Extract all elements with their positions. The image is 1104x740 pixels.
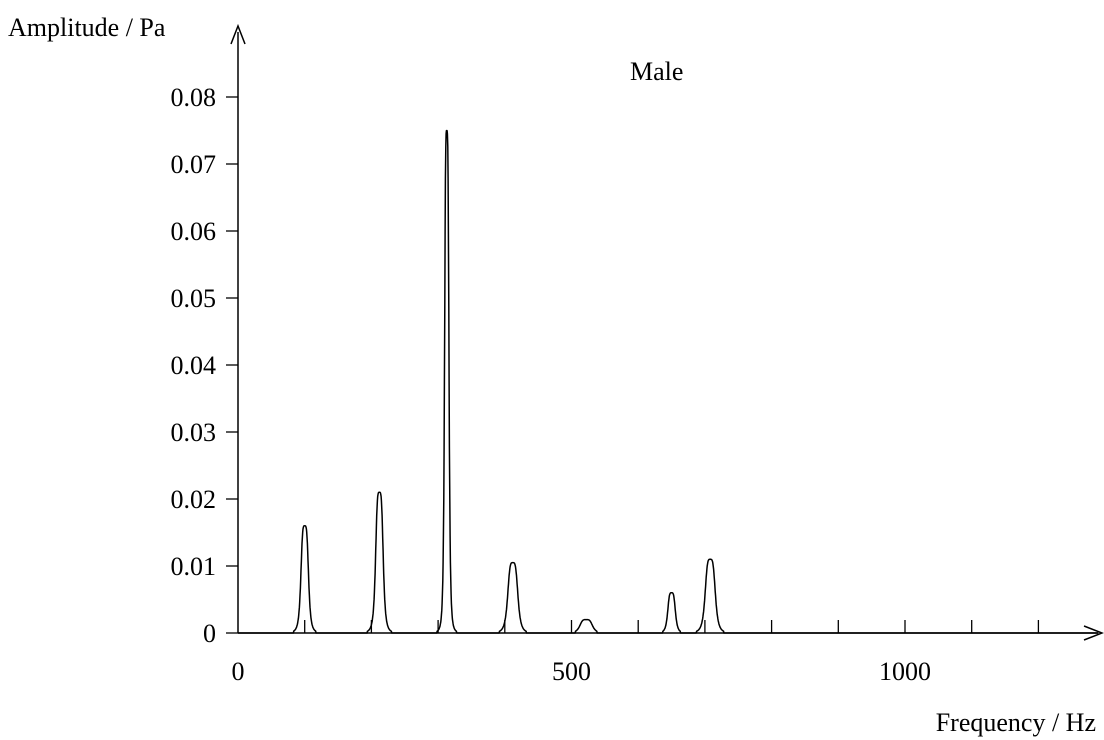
y-tick-label: 0.07: [171, 150, 217, 179]
y-tick-label: 0.06: [171, 217, 217, 246]
y-axis-label: Amplitude / Pa: [8, 13, 166, 42]
y-ticks: 0 0.01 0.02 0.03 0.04 0.05 0.06 0.07 0.08: [171, 83, 238, 648]
y-tick-label: 0.08: [171, 83, 217, 112]
x-axis-arrow: [1083, 625, 1104, 641]
x-tick-label: 1000: [879, 657, 931, 686]
y-tick-label: 0.03: [171, 418, 217, 447]
x-tick-label: 500: [552, 657, 591, 686]
y-tick-label: 0: [203, 619, 216, 648]
y-axis-arrow: [230, 23, 246, 45]
spectrum-line: [237, 129, 1099, 634]
spectrum-curve-layer: [237, 129, 1099, 634]
y-tick-label: 0.05: [171, 284, 217, 313]
y-tick-label: 0.02: [171, 485, 217, 514]
x-ticks: 0 500 1000: [232, 620, 1040, 686]
x-tick-label: 0: [232, 657, 245, 686]
x-axis-label: Frequency / Hz: [936, 708, 1096, 737]
y-axis: [230, 23, 246, 633]
y-tick-label: 0.01: [171, 552, 217, 581]
y-tick-label: 0.04: [171, 351, 217, 380]
chart-title: Male: [630, 57, 683, 86]
